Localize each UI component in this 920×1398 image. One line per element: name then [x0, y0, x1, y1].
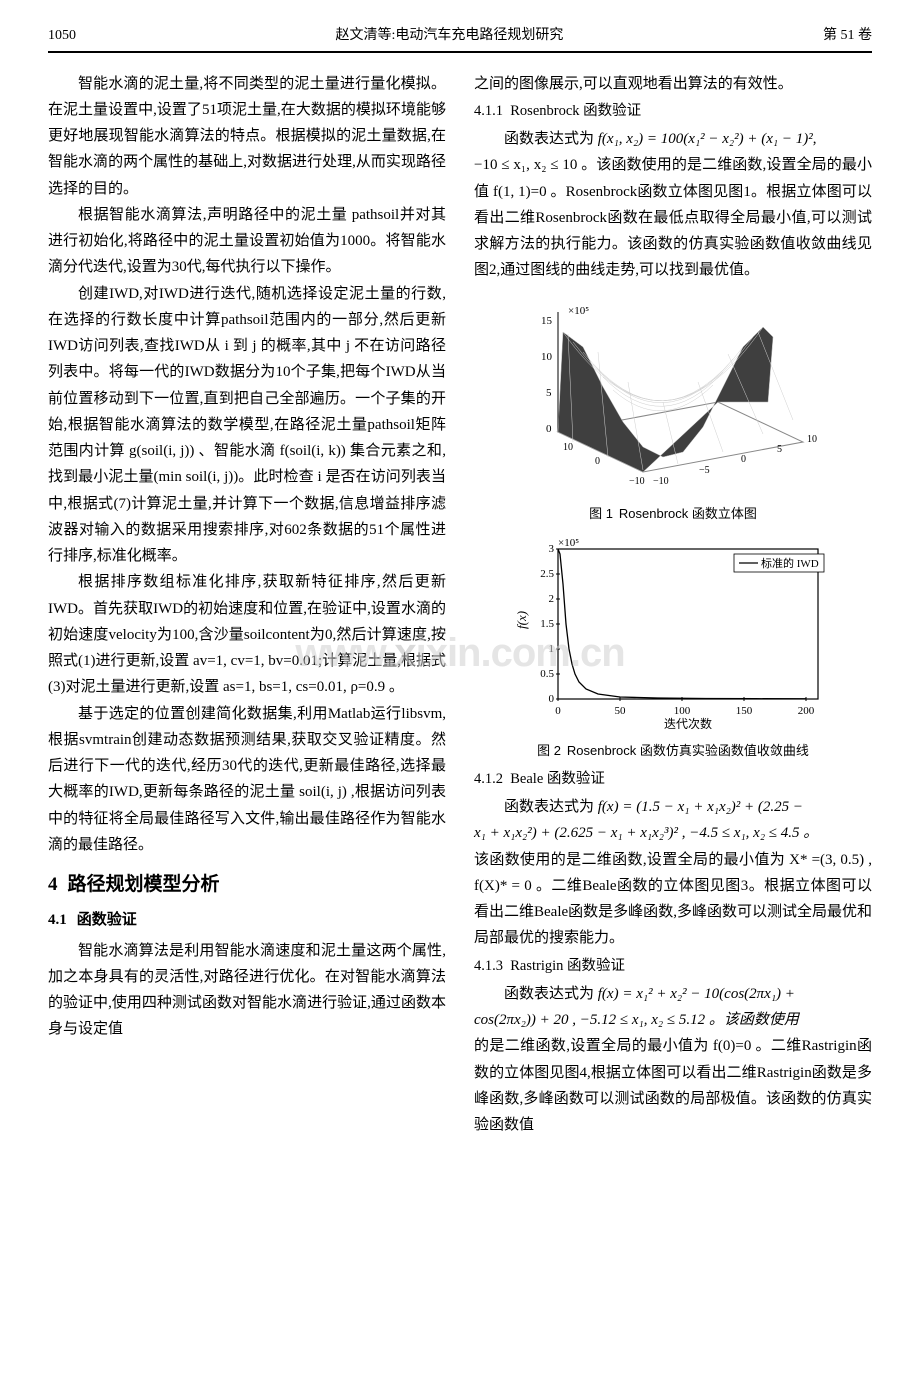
tick-label: 5 [546, 387, 552, 399]
svg-text:3: 3 [549, 543, 555, 555]
subsection-4-1: 4.1 函数验证 [48, 907, 446, 933]
svg-text:200: 200 [798, 705, 815, 717]
legend-label: 标准的 IWD [761, 556, 819, 570]
paragraph: 基于选定的位置创建简化数据集,利用Matlab运行libsvm,根据svmtra… [48, 701, 446, 859]
paragraph: 智能水滴算法是利用智能水滴速度和泥土量这两个属性,加之本身具有的灵活性,对路径进… [48, 938, 446, 1043]
equation: f(x) = (1.5 − x₁ + x₁x₂)² + (2.25 − [598, 799, 803, 815]
running-title: 赵文清等:电动汽车充电路径规划研究 [336, 24, 564, 49]
paragraph: 根据排序数组标准化排序,获取新特征排序,然后更新IWD。首先获取IWD的初始速度… [48, 569, 446, 700]
convergence-chart-icon: ×10⁵ 0 0.5 1 1.5 2 2.5 3 [508, 534, 838, 729]
svg-text:2.5: 2.5 [540, 568, 554, 580]
tick-label: 15 [541, 315, 553, 327]
x-ticks: 0 50 100 150 200 [555, 705, 815, 717]
paragraph: 智能水滴的泥土量,将不同类型的泥土量进行量化模拟。在泥土量设置中,设置了51项泥… [48, 71, 446, 202]
equation: f(x₁, x₂) = 100(x₁² − x₂²) + (x₁ − 1)² [598, 131, 813, 147]
x-axis-label: 迭代次数 [664, 716, 712, 729]
subsubsection-4-1-2: 4.1.2 Beale 函数验证 [474, 767, 872, 792]
equation: cos(2πx₂)) + 20 , −5.12 ≤ x₁, x₂ ≤ 5.12 … [474, 1012, 799, 1028]
tick-label: 0 [741, 454, 746, 465]
figure-2: ×10⁵ 0 0.5 1 1.5 2 2.5 3 [474, 534, 872, 763]
right-column: 之间的图像展示,可以直观地看出算法的有效性。 4.1.1 Rosenbrock … [474, 71, 872, 1139]
figure-2-caption: 图 2Rosenbrock 函数仿真实验函数值收敛曲线 [474, 740, 872, 763]
axis-label: ×10⁵ [568, 305, 589, 317]
paragraph: 之间的图像展示,可以直观地看出算法的有效性。 [474, 71, 872, 97]
section-number: 4 [48, 874, 58, 895]
paragraph: x₁ + x₁x₂²) + (2.625 − x₁ + x₁x₂³)² , −4… [474, 820, 872, 846]
subsubsection-4-1-1: 4.1.1 Rosenbrock 函数验证 [474, 99, 872, 124]
tick-label: −10 [629, 476, 645, 487]
rosenbrock-3d-icon: ×10⁵ 15 10 5 0 [513, 292, 833, 492]
figure-1-caption: 图 1Rosenbrock 函数立体图 [474, 503, 872, 526]
tick-label: 10 [541, 351, 553, 363]
equation: f(x) = x₁² + x₂² − 10(cos(2πx₁) + [598, 986, 795, 1002]
paragraph: 该函数使用的是二维函数,设置全局的最小值为 X* =(3, 0.5) , f(X… [474, 847, 872, 952]
tick-label: 10 [807, 434, 817, 445]
volume-label: 第 51 卷 [823, 24, 872, 49]
y-ticks: 0 0.5 1 1.5 2 2.5 3 [540, 543, 554, 705]
svg-text:1.5: 1.5 [540, 618, 554, 630]
y-axis-label: f(x) [514, 611, 529, 629]
equation: x₁ + x₁x₂²) + (2.625 − x₁ + x₁x₂³)² , −4… [474, 825, 818, 841]
tick-label: 0 [595, 456, 600, 467]
paragraph: −10 ≤ x₁, x₂ ≤ 10 。该函数使用的是二维函数,设置全局的最小值 … [474, 152, 872, 283]
svg-text:2: 2 [549, 593, 555, 605]
section-title: 路径规划模型分析 [68, 874, 220, 895]
paragraph: 根据智能水滴算法,声明路径中的泥土量 pathsoil并对其进行初始化,将路径中… [48, 202, 446, 281]
tick-label: 5 [777, 444, 782, 455]
tick-label: 0 [546, 423, 552, 435]
subsection-number: 4.1 [48, 912, 67, 928]
tick-label: −10 [653, 476, 669, 487]
left-column: 智能水滴的泥土量,将不同类型的泥土量进行量化模拟。在泥土量设置中,设置了51项泥… [48, 71, 446, 1139]
figure-1: ×10⁵ 15 10 5 0 [474, 292, 872, 526]
svg-text:50: 50 [615, 705, 627, 717]
section-4-heading: 4 路径规划模型分析 [48, 868, 446, 901]
svg-text:0: 0 [555, 705, 561, 717]
subsubsection-4-1-3: 4.1.3 Rastrigin 函数验证 [474, 954, 872, 979]
paragraph: 函数表达式为 f(x) = x₁² + x₂² − 10(cos(2πx₁) + [474, 981, 872, 1007]
running-header: 1050 赵文清等:电动汽车充电路径规划研究 第 51 卷 [48, 24, 872, 53]
paragraph: cos(2πx₂)) + 20 , −5.12 ≤ x₁, x₂ ≤ 5.12 … [474, 1007, 872, 1033]
svg-text:0: 0 [549, 693, 555, 705]
paragraph: 函数表达式为 f(x₁, x₂) = 100(x₁² − x₂²) + (x₁ … [474, 126, 872, 152]
two-column-layout: 智能水滴的泥土量,将不同类型的泥土量进行量化模拟。在泥土量设置中,设置了51项泥… [48, 71, 872, 1139]
svg-text:100: 100 [674, 705, 691, 717]
svg-text:1: 1 [549, 643, 555, 655]
tick-label: 10 [563, 442, 573, 453]
paragraph: 创建IWD,对IWD进行迭代,随机选择设定泥土量的行数,在选择的行数长度中计算p… [48, 281, 446, 570]
page-number: 1050 [48, 24, 76, 49]
paragraph: 函数表达式为 f(x) = (1.5 − x₁ + x₁x₂)² + (2.25… [474, 794, 872, 820]
axis-exp-label: ×10⁵ [558, 537, 579, 549]
tick-label: −5 [699, 465, 710, 476]
svg-text:0.5: 0.5 [540, 668, 554, 680]
subsection-title: 函数验证 [77, 911, 137, 928]
svg-text:150: 150 [736, 705, 753, 717]
paragraph: 的是二维函数,设置全局的最小值为 f(0)=0 。二维Rastrigin函数的立… [474, 1033, 872, 1138]
